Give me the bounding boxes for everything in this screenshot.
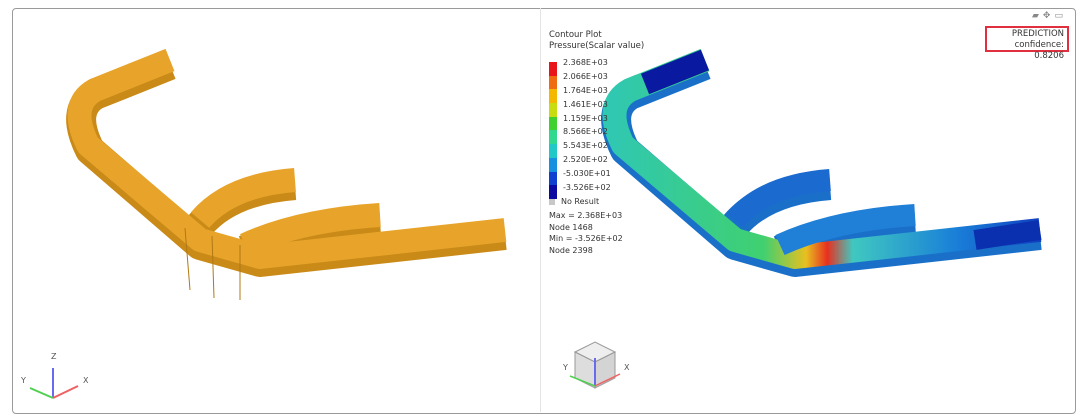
legend-level: -5.030E+01 — [563, 169, 611, 179]
legend-level: 1.159E+03 — [563, 113, 608, 123]
color-bar — [549, 62, 557, 199]
color-band — [549, 75, 557, 90]
legend-stats: Max = 2.368E+03 Node 1468 Min = -3.526E+… — [549, 210, 623, 256]
color-band — [549, 130, 557, 145]
max-node: Node 1468 — [549, 222, 593, 232]
prediction-model — [601, 48, 1042, 277]
max-value: Max = 2.368E+03 — [549, 211, 623, 220]
original-model — [66, 48, 507, 300]
no-result-label: No Result — [561, 197, 600, 206]
legend-level: 2.520E+02 — [563, 155, 608, 165]
prediction-box: PREDICTION confidence: 0.8206 — [985, 26, 1069, 61]
move-icon[interactable]: ✥ — [1042, 11, 1051, 21]
legend-level: 1.461E+03 — [563, 99, 608, 109]
legend-level: 2.066E+03 — [563, 71, 608, 81]
prediction-label: PREDICTION — [1011, 29, 1064, 39]
view-cube[interactable] — [569, 341, 621, 389]
legend-level: -3.526E+02 — [563, 183, 611, 193]
color-band — [549, 89, 557, 104]
legend-level: 1.764E+03 — [563, 85, 608, 95]
axis-label-x: X — [83, 376, 89, 385]
legend-subtitle: Pressure(Scalar value) — [549, 41, 645, 51]
min-value: Min = -3.526E+02 — [549, 234, 623, 243]
maximize-icon[interactable]: ▭ — [1054, 11, 1063, 21]
no-result-entry: No Result — [549, 196, 599, 207]
legend-level: 8.566E+02 — [563, 127, 608, 137]
cube-axis-label-x: X — [624, 363, 630, 372]
prediction-confidence: confidence: 0.8206 — [1014, 40, 1064, 61]
legend-level: 5.543E+02 — [563, 141, 608, 151]
contour-legend: Contour Plot Pressure(Scalar value) 2.36… — [549, 30, 645, 255]
layers-icon[interactable]: ▰ — [1032, 11, 1039, 21]
color-band — [549, 103, 557, 117]
legend-title: Contour Plot — [549, 30, 602, 40]
axis-label-y: Y — [21, 376, 26, 385]
color-band — [549, 157, 557, 172]
axis-triad-left — [29, 368, 79, 399]
legend-levels: 2.368E+03 2.066E+03 1.764E+03 1.461E+03 1.15… — [563, 57, 611, 196]
axis-label-z: Z — [51, 352, 57, 361]
color-band — [549, 62, 557, 76]
cube-axis-label-y: Y — [563, 363, 568, 372]
legend-level: 2.368E+03 — [563, 58, 608, 67]
color-band — [549, 185, 557, 199]
panel-divider — [540, 8, 541, 412]
no-result-swatch — [549, 198, 555, 205]
color-band — [549, 116, 557, 131]
color-band — [549, 144, 557, 158]
color-band — [549, 171, 557, 186]
min-node: Node 2398 — [549, 245, 593, 255]
viewer-toolbar: ▰ ✥ ▭ — [1032, 11, 1063, 21]
